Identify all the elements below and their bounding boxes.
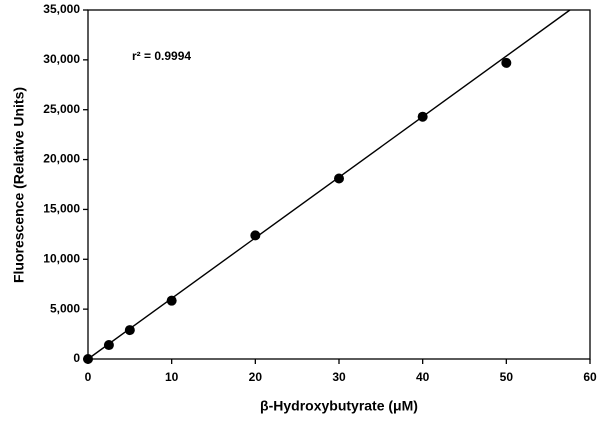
data-point (250, 230, 261, 241)
data-point (166, 295, 177, 306)
y-tick-label: 25,000 (43, 102, 80, 116)
x-tick-label: 0 (85, 370, 92, 384)
y-tick-label: 15,000 (43, 202, 80, 216)
y-tick-label: 30,000 (43, 52, 80, 66)
annotation: r² = 0.9994 (132, 49, 191, 63)
data-point (334, 173, 344, 184)
x-tick-label: 10 (165, 370, 179, 384)
x-tick-label: 60 (583, 370, 597, 384)
y-tick-label: 35,000 (43, 2, 80, 16)
y-tick-label: 5,000 (50, 301, 80, 315)
data-point (417, 111, 428, 122)
x-tick-label: 20 (249, 370, 263, 384)
x-tick-label: 50 (500, 370, 514, 384)
data-point (103, 340, 114, 351)
data-point (83, 354, 93, 364)
data-point (501, 57, 512, 68)
y-axis-label: Fluorescence (Relative Units) (11, 87, 27, 283)
x-axis-label: β-Hydroxybutyrate (μM) (260, 398, 418, 414)
y-tick-label: 0 (73, 351, 80, 365)
y-tick-label: 10,000 (43, 251, 80, 265)
data-point (124, 325, 135, 336)
x-tick-label: 40 (416, 370, 430, 384)
x-tick-label: 30 (332, 370, 346, 384)
y-tick-label: 20,000 (43, 152, 80, 166)
